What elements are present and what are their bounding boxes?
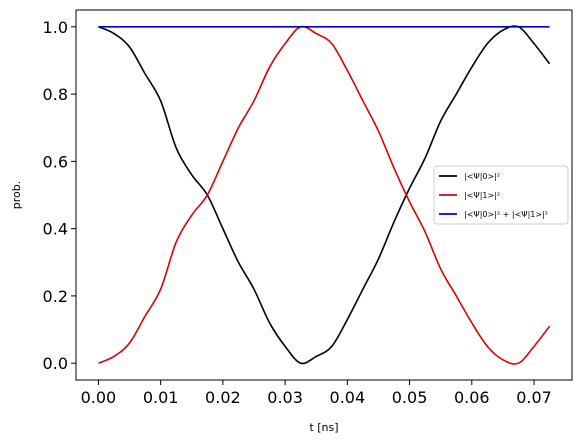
- y-tick-label: 0.6: [43, 152, 68, 171]
- plot-area: [98, 25, 551, 365]
- legend: |<Ψ|0>|² |<Ψ|1>|² |<Ψ|0>|² + |<Ψ|1>|²: [433, 165, 569, 225]
- x-tick-label: 0.05: [392, 388, 428, 407]
- axes: 0.00 0.01 0.02 0.03 0.04 0.05 0.06 0.07 0.0 0.2 0.…: [10, 9, 573, 434]
- y-axis-label: prob.: [10, 181, 23, 209]
- axes-frame: [75, 9, 573, 381]
- series-line-1: [98, 25, 551, 365]
- x-tick-label: 0.02: [205, 388, 241, 407]
- series-line-0: [98, 25, 551, 365]
- x-tick-label: 0.04: [330, 388, 366, 407]
- y-tick-label: 1.0: [43, 18, 68, 37]
- legend-label-0: |<Ψ|0>|²: [464, 172, 500, 181]
- x-tick-label: 0.01: [143, 388, 179, 407]
- legend-box: [433, 165, 569, 225]
- y-tick-label: 0.2: [43, 287, 68, 306]
- y-tick-label: 0.4: [43, 220, 68, 239]
- y-tick-label: 0.8: [43, 85, 68, 104]
- legend-label-1: |<Ψ|1>|²: [464, 191, 500, 200]
- x-axis-label: t [ns]: [309, 421, 338, 434]
- x-tick-label: 0.00: [81, 388, 117, 407]
- x-tick-label: 0.07: [516, 388, 552, 407]
- legend-label-2: |<Ψ|0>|² + |<Ψ|1>|²: [464, 210, 548, 219]
- x-tick-label: 0.03: [267, 388, 303, 407]
- y-tick-label: 0.0: [43, 354, 68, 373]
- x-tick-label: 0.06: [454, 388, 490, 407]
